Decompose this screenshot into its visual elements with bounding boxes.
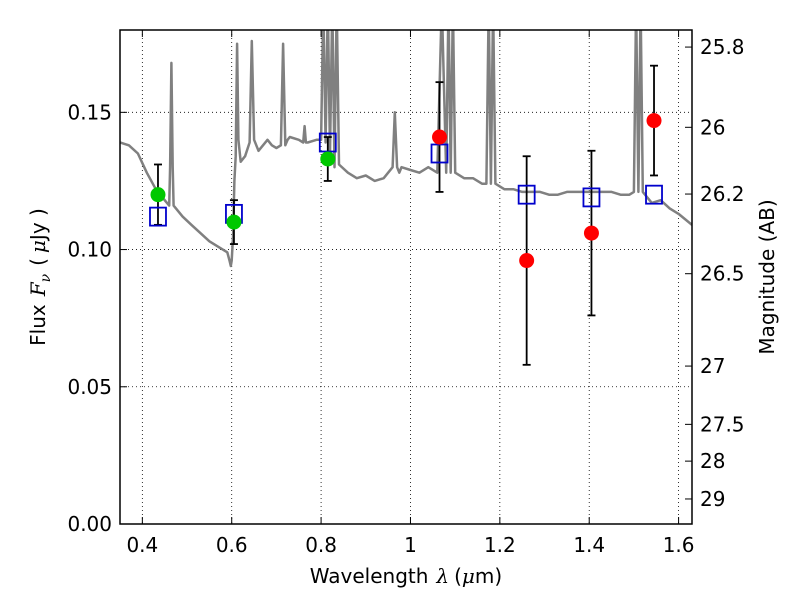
- mag-tick-label: 29: [700, 487, 725, 511]
- right-axis-title: Magnitude (AB): [755, 199, 779, 354]
- x-axis-title: Wavelength λ (μm): [310, 564, 502, 588]
- x-tick-label: 0.8: [305, 533, 337, 557]
- ticks: 0.4 0.6 0.8 1 1.2 1.4 1.6 0.00 0.05 0.10 0.15 25.8 2…: [67, 30, 745, 557]
- model-photometry-point: [582, 187, 601, 208]
- x-tick-label: 0.6: [216, 533, 248, 557]
- mag-tick-label: 26.5: [700, 262, 745, 286]
- mag-tick-label: 27: [700, 354, 725, 378]
- observed-point: [320, 151, 336, 167]
- spectrum-layer: [120, 30, 692, 268]
- y-tick-label: 0.05: [67, 375, 112, 399]
- y-tick-label: 0.15: [67, 100, 112, 124]
- x-tick-label: 1.2: [484, 533, 516, 557]
- y-tick-label: 0.00: [67, 512, 112, 536]
- mag-tick-label: 27.5: [700, 412, 745, 436]
- observed-point: [226, 214, 242, 230]
- observed-point: [583, 225, 599, 241]
- observed-markers: [150, 113, 662, 269]
- y-axis-title: FluxFν(μJy ): [26, 208, 54, 346]
- x-tick-label: 1: [404, 533, 417, 557]
- mag-tick-label: 26.2: [700, 182, 745, 206]
- mag-tick-label: 26: [700, 115, 725, 139]
- observed-point: [432, 129, 448, 145]
- x-tick-label: 1.4: [573, 533, 605, 557]
- plot-frame: [119, 29, 693, 525]
- observed-point: [150, 187, 166, 203]
- observed-point: [646, 113, 662, 129]
- x-tick-label: 0.4: [126, 533, 158, 557]
- observed-point: [519, 253, 535, 269]
- model-photometry-point: [645, 184, 663, 205]
- x-tick-label: 1.6: [663, 533, 695, 557]
- model-photometry-point: [517, 184, 536, 205]
- model-photometry-point: [149, 206, 167, 227]
- spectrum-line: [120, 30, 692, 268]
- y-tick-label: 0.10: [67, 238, 112, 262]
- mag-tick-label: 25.8: [700, 35, 745, 59]
- mag-tick-label: 28: [700, 449, 725, 473]
